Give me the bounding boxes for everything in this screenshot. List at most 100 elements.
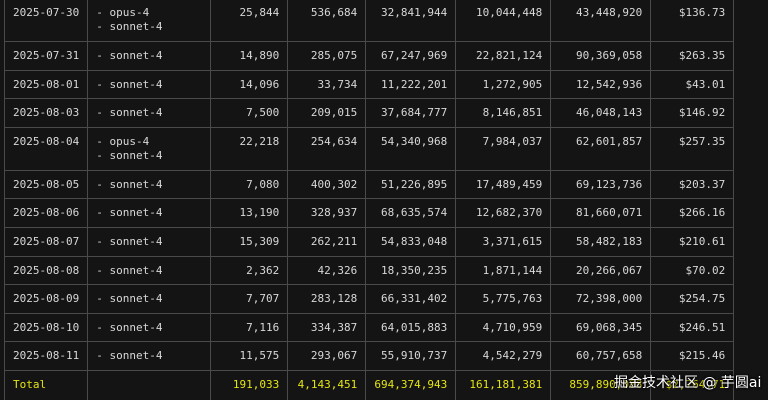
- number-cell: 3,371,615: [455, 226, 552, 257]
- number-cell: 68,635,574: [365, 198, 457, 228]
- number-cell: 2,362: [210, 255, 289, 286]
- number-cell: $215.46: [650, 341, 735, 371]
- number-cell: 72,398,000: [550, 284, 652, 314]
- number-cell: 283,128: [287, 284, 367, 314]
- model-name: - sonnet-4: [96, 20, 163, 33]
- date-cell: 2025-08-04: [3, 126, 89, 171]
- number-cell: 37,684,777: [365, 98, 457, 128]
- number-cell: 32,841,944: [365, 0, 457, 42]
- total-cell: 4,143,451: [287, 369, 367, 400]
- model-name: - sonnet-4: [96, 320, 163, 334]
- models-cell: - sonnet-4: [87, 341, 212, 371]
- number-cell: 15,309: [210, 226, 289, 257]
- date-cell: 2025-07-31: [3, 41, 89, 71]
- number-cell: 4,542,279: [455, 341, 552, 371]
- number-cell: 25,844: [210, 0, 289, 42]
- number-cell: $70.02: [650, 255, 735, 286]
- number-cell: 11,575: [210, 341, 289, 371]
- number-cell: 285,075: [287, 41, 367, 71]
- number-cell: $210.61: [650, 226, 735, 257]
- number-cell: 14,096: [210, 69, 289, 100]
- model-name: - sonnet-4: [96, 292, 163, 306]
- date-cell: 2025-08-07: [3, 226, 89, 257]
- table-row: 2025-08-11 - sonnet-4 11,575 293,067 55,910,…: [3, 341, 735, 371]
- model-name: - sonnet-4: [96, 148, 163, 162]
- models-cell: - sonnet-4: [87, 226, 212, 257]
- model-name: - sonnet-4: [96, 177, 163, 191]
- number-cell: 58,482,183: [550, 226, 652, 257]
- number-cell: 33,734: [287, 69, 367, 100]
- number-cell: 536,684: [287, 0, 367, 42]
- date-cell: 2025-08-10: [3, 312, 89, 343]
- number-cell: 42,326: [287, 255, 367, 286]
- total-cell: 161,181,381: [455, 369, 552, 400]
- number-cell: 13,190: [210, 198, 289, 228]
- number-cell: 334,387: [287, 312, 367, 343]
- models-cell: - sonnet-4: [87, 284, 212, 314]
- models-cell: - sonnet-4: [87, 69, 212, 100]
- date-cell: 2025-08-05: [3, 169, 89, 200]
- number-cell: $257.35: [650, 126, 735, 171]
- number-cell: 400,302: [287, 169, 367, 200]
- number-cell: 62,601,857: [550, 126, 652, 171]
- table-row: 2025-08-10 - sonnet-4 7,116 334,387 64,015,8…: [3, 312, 735, 343]
- number-cell: $203.37: [650, 169, 735, 200]
- number-cell: $146.92: [650, 98, 735, 128]
- table-row: 2025-07-30 - opus-4- sonnet-4 25,844 536,68…: [3, 0, 735, 42]
- models-cell: - sonnet-4: [87, 98, 212, 128]
- models-cell: - sonnet-4: [87, 255, 212, 286]
- models-cell: - opus-4- sonnet-4: [87, 126, 212, 171]
- table-row: 2025-08-09 - sonnet-4 7,707 283,128 66,331,4…: [3, 284, 735, 314]
- date-cell: 2025-08-03: [3, 98, 89, 128]
- number-cell: 4,710,959: [455, 312, 552, 343]
- number-cell: 90,369,058: [550, 41, 652, 71]
- number-cell: $254.75: [650, 284, 735, 314]
- table-row: 2025-08-03 - sonnet-4 7,500 209,015 37,684,7…: [3, 98, 735, 128]
- number-cell: 11,222,201: [365, 69, 457, 100]
- empty-cell: [87, 369, 212, 400]
- total-cell: 694,374,943: [365, 369, 457, 400]
- number-cell: $136.73: [650, 0, 735, 42]
- models-cell: - sonnet-4: [87, 41, 212, 71]
- number-cell: 1,272,905: [455, 69, 552, 100]
- number-cell: 14,890: [210, 41, 289, 71]
- table-row: 2025-08-05 - sonnet-4 7,080 400,302 51,226,8…: [3, 169, 735, 200]
- number-cell: 328,937: [287, 198, 367, 228]
- number-cell: 7,116: [210, 312, 289, 343]
- number-cell: 262,211: [287, 226, 367, 257]
- total-label: Total: [3, 369, 89, 400]
- model-name: - sonnet-4: [96, 49, 163, 62]
- number-cell: 5,775,763: [455, 284, 552, 314]
- model-name: - sonnet-4: [96, 106, 163, 120]
- number-cell: 7,500: [210, 98, 289, 128]
- total-cell: 191,033: [210, 369, 289, 400]
- total-row: Total 191,033 4,143,451 694,374,943 161,181,…: [3, 369, 735, 400]
- table-row: 2025-08-07 - sonnet-4 15,309 262,211 54,833,…: [3, 226, 735, 257]
- date-cell: 2025-08-08: [3, 255, 89, 286]
- number-cell: 12,682,370: [455, 198, 552, 228]
- model-name: - sonnet-4: [96, 234, 163, 248]
- model-name: - sonnet-4: [96, 263, 163, 277]
- number-cell: 18,350,235: [365, 255, 457, 286]
- number-cell: 69,123,736: [550, 169, 652, 200]
- model-name: - sonnet-4: [96, 206, 163, 220]
- number-cell: 1,871,144: [455, 255, 552, 286]
- model-name: - opus-4: [96, 6, 150, 19]
- number-cell: 69,068,345: [550, 312, 652, 343]
- number-cell: 51,226,895: [365, 169, 457, 200]
- date-cell: 2025-08-06: [3, 198, 89, 228]
- number-cell: 254,634: [287, 126, 367, 171]
- number-cell: 7,707: [210, 284, 289, 314]
- number-cell: 10,044,448: [455, 0, 552, 42]
- table-row: 2025-07-31 - sonnet-4 14,890 285,075 67,247,…: [3, 41, 735, 71]
- number-cell: $263.35: [650, 41, 735, 71]
- number-cell: 7,984,037: [455, 126, 552, 171]
- number-cell: 46,048,143: [550, 98, 652, 128]
- number-cell: 54,340,968: [365, 126, 457, 171]
- number-cell: 81,660,071: [550, 198, 652, 228]
- models-cell: - sonnet-4: [87, 169, 212, 200]
- number-cell: 64,015,883: [365, 312, 457, 343]
- model-name: - sonnet-4: [96, 77, 163, 91]
- date-cell: 2025-07-30: [3, 0, 89, 42]
- number-cell: 7,080: [210, 169, 289, 200]
